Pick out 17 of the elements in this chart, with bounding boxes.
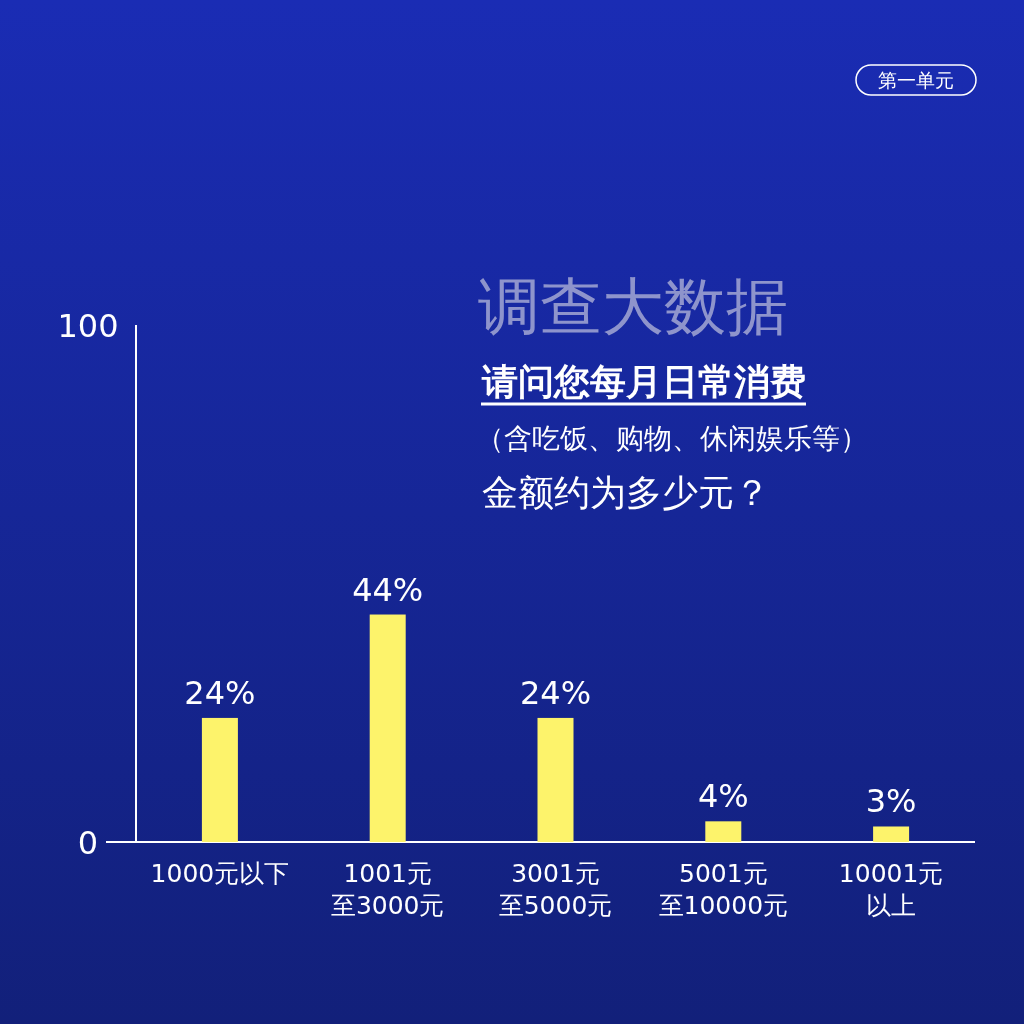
y-tick-label: 0 — [77, 824, 99, 862]
x-tick-label: 1000元以下 — [150, 859, 290, 888]
annotation: （含吃饭、购物、休闲娱乐等） — [476, 422, 868, 455]
chart-title: 调查大数据 — [478, 270, 788, 343]
data-label: 24% — [519, 673, 592, 712]
data-label: 3% — [865, 782, 917, 821]
x-tick-label: 5001元至10000元 — [658, 859, 789, 920]
x-tick-label: 10001元以上 — [838, 859, 944, 920]
data-label: 44% — [352, 570, 424, 609]
x-tick-label: 3001元至5000元 — [498, 859, 613, 920]
y-tick-label: 100 — [57, 307, 119, 345]
text: 请问您每月日常消费 — [481, 361, 806, 402]
x-tick-label: 1001元至3000元 — [330, 859, 445, 920]
data-label: 24% — [184, 673, 256, 712]
annotation: 金额约为多少元？ — [482, 472, 770, 513]
text: 第一单元 — [878, 69, 954, 91]
data-label: 4% — [697, 777, 749, 816]
